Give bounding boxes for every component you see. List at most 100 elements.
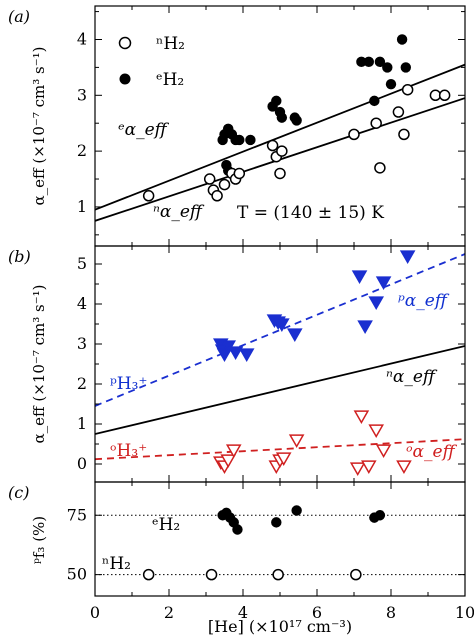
panel-a-label: (a)	[8, 7, 30, 26]
panel-c: 0 2 4 6 8 10 50 75 (c) ᵖf₃ (%) ᵉH₂ ⁿH₂ [He] (×1…	[8, 481, 474, 636]
data-point-a	[218, 178, 231, 191]
data-point-a	[369, 95, 380, 107]
data-point-b	[375, 444, 392, 459]
data-point-a	[401, 83, 414, 96]
data-point-b	[238, 348, 255, 363]
data-point-b	[368, 296, 384, 311]
panel-b-oH3-label: ᵒH₃⁺	[110, 441, 147, 461]
panel-b-pH3-label: ᵖH₃⁺	[110, 374, 147, 394]
data-point-a	[385, 78, 397, 90]
panel-a: 1 2 3 4 (a) α_eff (×10⁻⁷ cm³ s⁻¹) ⁿH₂ ᵉH₂ ᵉ…	[8, 5, 466, 247]
data-point-c	[350, 568, 362, 581]
data-point-a	[274, 167, 286, 180]
legend-eh2-label: ᵉH₂	[156, 70, 184, 90]
panel-c-nh2-label: ⁿH₂	[102, 554, 131, 574]
x-tick-label: 6	[312, 603, 322, 622]
data-point-c	[205, 568, 218, 581]
data-point-a	[382, 62, 393, 73]
data-point-a	[363, 56, 374, 68]
x-tick-label: 10	[455, 603, 474, 622]
data-point-b	[220, 454, 236, 469]
data-point-a	[400, 62, 411, 73]
panel-b-p-alpha-label: ᵖα_eff	[398, 291, 450, 311]
y-tick-label: 1	[77, 414, 87, 433]
data-point-a	[276, 145, 288, 157]
panel-a-ticks: 1 2 3 4	[77, 6, 466, 246]
data-point-a	[370, 117, 382, 129]
data-point-b	[396, 460, 412, 475]
fit-line-n-fit	[95, 345, 465, 435]
y-tick-label: 4	[77, 29, 87, 48]
data-point-a	[234, 134, 245, 146]
data-point-c	[291, 505, 302, 516]
data-point-a	[266, 139, 279, 152]
panel-c-frame	[94, 481, 466, 597]
data-point-a	[291, 115, 302, 126]
panel-b-marks	[95, 250, 465, 477]
fit-line-p-fit	[95, 253, 465, 407]
data-point-c	[142, 568, 155, 581]
data-point-b	[375, 276, 392, 291]
data-point-c	[271, 517, 282, 528]
legend-filled-circle-marker	[119, 73, 131, 85]
y-tick-label: 0	[77, 454, 87, 473]
data-point-a	[276, 112, 288, 123]
y-tick-label: 3	[77, 85, 87, 104]
panel-a-legend: ⁿH₂ ᵉH₂	[118, 34, 185, 90]
panel-c-marks	[95, 505, 465, 581]
data-point-b	[275, 452, 292, 467]
y-tick-label: 3	[77, 334, 87, 353]
data-point-a	[398, 128, 410, 141]
panel-b-o-alpha-label: ᵒα_eff	[406, 442, 458, 462]
legend-open-circle-marker	[118, 36, 132, 50]
panel-a-temperature-annotation: T = (140 ± 15) K	[237, 203, 384, 223]
data-point-a	[348, 128, 360, 141]
data-point-b	[227, 346, 244, 361]
data-point-a	[374, 56, 386, 68]
data-point-a	[142, 190, 155, 202]
panel-c-eh2-label: ᵉH₂	[152, 515, 180, 535]
y-tick-label: 2	[77, 374, 87, 393]
data-point-b	[361, 460, 377, 475]
data-point-c	[374, 510, 386, 521]
panel-a-marks	[95, 34, 465, 222]
data-point-a	[203, 173, 216, 185]
panel-b-label: (b)	[8, 247, 31, 266]
y-tick-label: 50	[67, 565, 87, 584]
data-point-b	[353, 410, 370, 425]
y-tick-label: 5	[77, 254, 87, 273]
x-axis-label: [He] (×10¹⁷ cm⁻³)	[208, 617, 352, 636]
data-point-b	[351, 270, 368, 285]
panel-b-ylabel: α_eff (×10⁻⁷ cm³ s⁻¹)	[30, 284, 48, 443]
x-tick-label: 4	[238, 603, 248, 622]
data-point-a	[271, 95, 282, 107]
data-point-b	[274, 318, 290, 333]
data-point-a	[392, 106, 405, 118]
data-point-c	[272, 568, 284, 581]
y-tick-label: 2	[77, 141, 87, 160]
panel-c-label: (c)	[8, 483, 29, 502]
panel-b-ticks: 0 1 2 3 4 5	[77, 246, 466, 482]
x-tick-label: 8	[386, 603, 396, 622]
data-point-b	[368, 424, 384, 439]
data-point-b	[357, 320, 373, 335]
fit-line-o-fit	[95, 438, 465, 461]
x-tick-label: 2	[164, 603, 174, 622]
data-point-b	[287, 328, 303, 343]
data-point-b	[349, 462, 366, 477]
panel-a-e-alpha-label: ᵉα_eff	[118, 120, 170, 140]
data-point-b	[288, 434, 305, 449]
y-tick-label: 75	[67, 505, 87, 524]
data-point-b	[225, 444, 242, 459]
y-tick-label: 4	[77, 294, 87, 313]
data-point-b	[399, 250, 416, 265]
panel-c-ticks: 0 2 4 6 8 10 50 75	[67, 482, 474, 622]
data-point-a	[233, 167, 246, 180]
data-point-c	[232, 524, 243, 535]
y-tick-label: 1	[77, 197, 87, 216]
data-point-a	[245, 134, 256, 146]
panel-a-n-alpha-label: ⁿα_eff	[153, 202, 205, 222]
x-tick-label: 0	[90, 603, 100, 622]
